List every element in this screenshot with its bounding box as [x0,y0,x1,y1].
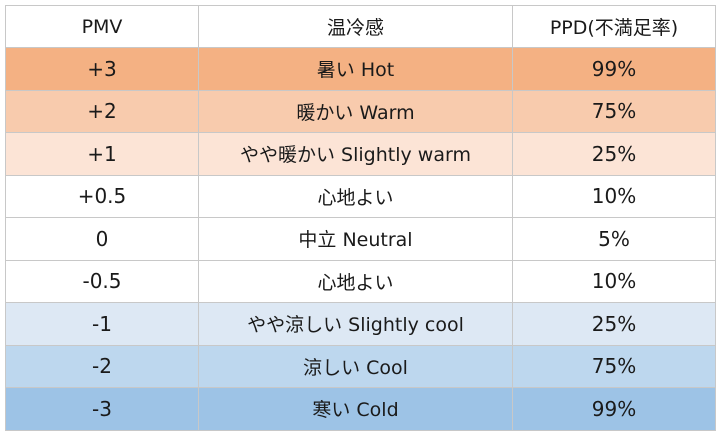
pmv-cell: +3 [5,47,199,91]
table-body: +3 暑い Hot 99% +2 暖かい Warm 75% +1 やや暖かい S… [5,47,716,431]
table-row: -0.5 心地よい 10% [5,259,716,303]
ppd-cell: 25% [512,302,716,346]
pmv-cell: -3 [5,387,199,431]
sensation-cell: 心地よい [198,259,513,303]
header-pmv: PMV [5,5,199,48]
ppd-cell: 99% [512,47,716,91]
sensation-cell: 寒い Cold [198,387,513,431]
header-row: PMV 温冷感 PPD(不満足率) [5,5,716,48]
table-row: -2 涼しい Cool 75% [5,344,716,388]
ppd-cell: 10% [512,174,716,218]
table-header: PMV 温冷感 PPD(不満足率) [5,5,716,48]
sensation-cell: 涼しい Cool [198,344,513,388]
pmv-cell: -1 [5,302,199,346]
sensation-cell: 暑い Hot [198,47,513,91]
table-row: -1 やや涼しい Slightly cool 25% [5,302,716,346]
sensation-cell: 中立 Neutral [198,217,513,261]
header-ppd: PPD(不満足率) [512,5,716,48]
pmv-cell: -2 [5,344,199,388]
pmv-cell: +0.5 [5,174,199,218]
table-row: -3 寒い Cold 99% [5,387,716,431]
table-row: +0.5 心地よい 10% [5,174,716,218]
header-thermal-sensation: 温冷感 [198,5,513,48]
table-row: +1 やや暖かい Slightly warm 25% [5,132,716,176]
pmv-cell: +1 [5,132,199,176]
ppd-cell: 25% [512,132,716,176]
table-row: +2 暖かい Warm 75% [5,89,716,133]
pmv-cell: +2 [5,89,199,133]
ppd-cell: 75% [512,344,716,388]
sensation-cell: 心地よい [198,174,513,218]
table-row: 0 中立 Neutral 5% [5,217,716,261]
pmv-cell: 0 [5,217,199,261]
sensation-cell: やや暖かい Slightly warm [198,132,513,176]
table-row: +3 暑い Hot 99% [5,47,716,91]
ppd-cell: 75% [512,89,716,133]
sensation-cell: やや涼しい Slightly cool [198,302,513,346]
ppd-cell: 10% [512,259,716,303]
ppd-cell: 99% [512,387,716,431]
sensation-cell: 暖かい Warm [198,89,513,133]
ppd-cell: 5% [512,217,716,261]
pmv-ppd-table: PMV 温冷感 PPD(不満足率) +3 暑い Hot 99% +2 暖かい W… [5,5,716,431]
pmv-cell: -0.5 [5,259,199,303]
